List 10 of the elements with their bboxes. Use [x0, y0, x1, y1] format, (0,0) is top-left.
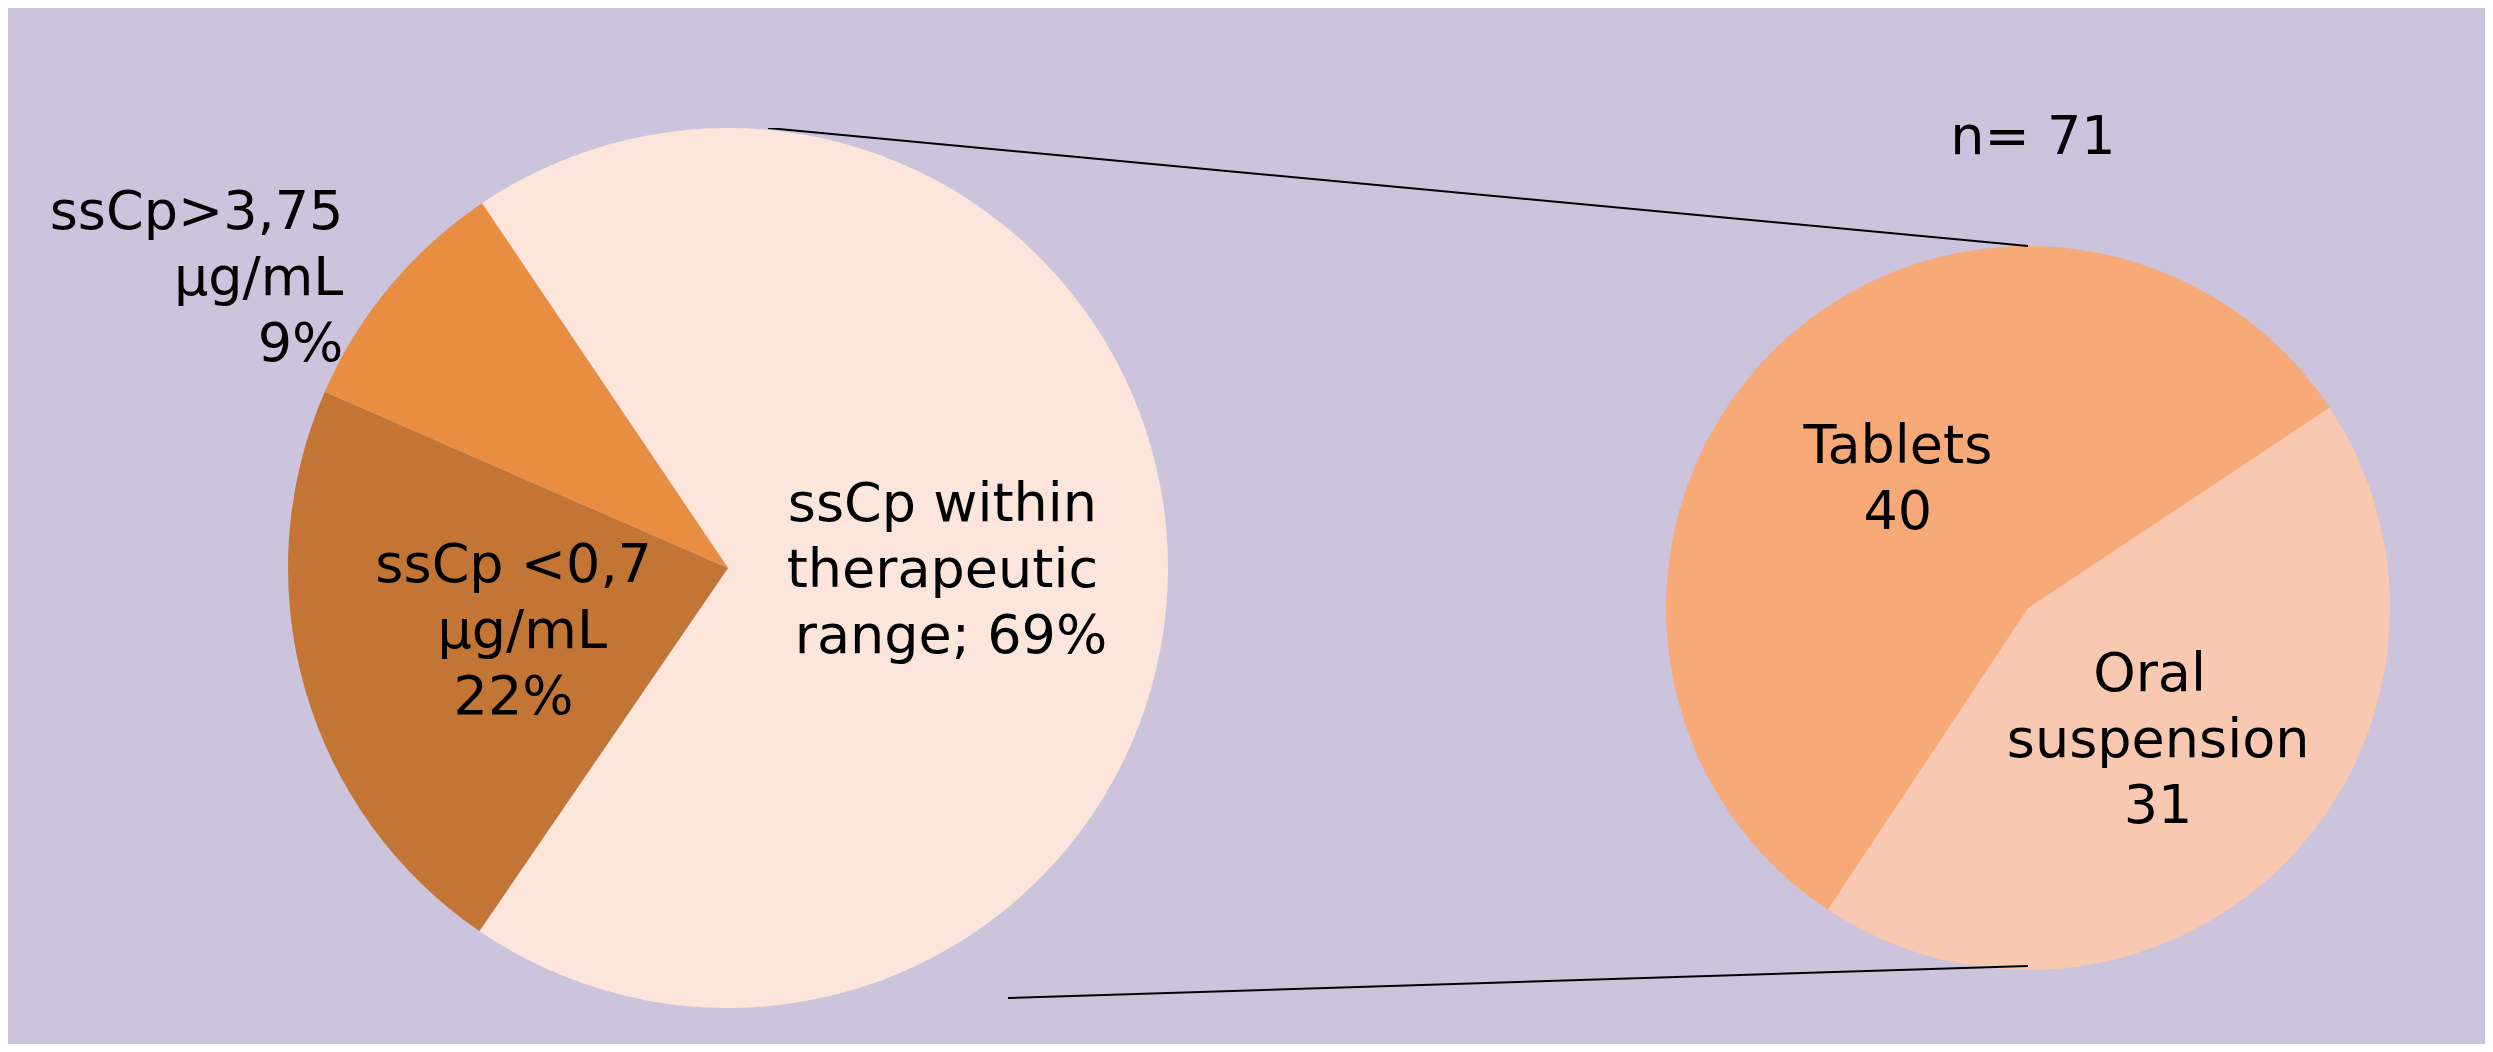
slice-label: ssCp>3,75 µg/mL [49, 179, 344, 309]
data-label: 22% [453, 663, 574, 727]
chart-title: n= 71 [1950, 103, 2116, 167]
data-label: 40 [1863, 479, 1933, 543]
data-label: 31 [2123, 772, 2193, 836]
slice-label: ssCp within therapeutic range; 69% [786, 471, 1116, 667]
slice-label: Tablets [1802, 413, 1993, 477]
slice-label: Oral suspension [2006, 640, 2310, 770]
slice-label: ssCp <0,7 µg/mL [375, 531, 652, 661]
data-label: 9% [257, 311, 344, 375]
